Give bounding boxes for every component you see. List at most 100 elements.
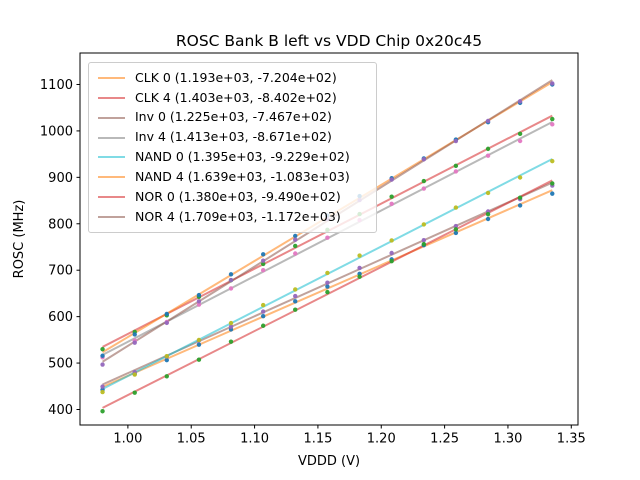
data-point-inv-4 bbox=[517, 138, 523, 144]
data-point-nand-4 bbox=[132, 332, 137, 337]
data-point-inv-0 bbox=[293, 293, 298, 299]
axis-tick-labels: 1.00 1.05 1.10 1.15 1.20 1.25 1.30 1.35 400 500 60… bbox=[40, 78, 586, 447]
legend-line-marker bbox=[98, 96, 125, 99]
data-point-nand-0 bbox=[485, 190, 491, 196]
data-point-inv-4 bbox=[389, 201, 394, 207]
data-point-clk-4 bbox=[389, 194, 394, 199]
data-point-inv-0 bbox=[453, 223, 459, 229]
data-point-nand-0 bbox=[550, 158, 555, 164]
data-point-nand-0 bbox=[260, 302, 266, 308]
data-point-nor-4 bbox=[260, 258, 266, 263]
legend-line-marker bbox=[98, 196, 125, 199]
legend-label: Inv 4 (1.413e+03, -8.671e+02) bbox=[135, 129, 332, 145]
data-point-inv-0 bbox=[100, 384, 105, 389]
data-point-nand-0 bbox=[132, 372, 137, 377]
plot-area-border bbox=[79, 52, 579, 426]
data-point-inv-4 bbox=[228, 286, 234, 291]
data-point-nand-4 bbox=[164, 311, 169, 317]
y-tick-label: 1000 bbox=[40, 124, 73, 139]
data-point-clk-0 bbox=[325, 284, 330, 289]
legend-label: NAND 4 (1.639e+03, -1.083e+03) bbox=[135, 169, 350, 185]
y-tick-label: 1100 bbox=[40, 78, 73, 93]
data-point-nand-0 bbox=[421, 222, 427, 227]
data-point-nor-4 bbox=[389, 177, 394, 182]
data-point-clk-0 bbox=[453, 230, 459, 236]
x-tick-label: 1.35 bbox=[557, 432, 586, 447]
legend-item-nand-0: NAND 0 (1.395e+03, -9.229e+02) bbox=[98, 151, 367, 164]
y-tick-label: 700 bbox=[48, 264, 73, 279]
y-tick-label: 400 bbox=[48, 403, 73, 418]
data-point-nor-4 bbox=[485, 118, 491, 124]
data-point-nand-0 bbox=[325, 270, 330, 276]
legend-line-marker bbox=[98, 116, 125, 119]
data-point-nor-0 bbox=[421, 241, 427, 247]
data-point-nor-0 bbox=[485, 211, 491, 217]
legend-label: Inv 0 (1.225e+03, -7.467e+02) bbox=[135, 109, 332, 125]
legend-item-nand-4: NAND 4 (1.639e+03, -1.083e+03) bbox=[98, 171, 367, 184]
data-point-nor-0 bbox=[325, 289, 330, 295]
data-point-clk-0 bbox=[550, 191, 555, 196]
x-tick-label: 1.25 bbox=[430, 432, 459, 447]
legend-item-inv-4: Inv 4 (1.413e+03, -8.671e+02) bbox=[98, 131, 367, 144]
legend-item-nor-0: NOR 0 (1.380e+03, -9.490e+02) bbox=[98, 190, 367, 204]
x-tick-label: 1.05 bbox=[177, 432, 206, 447]
data-point-inv-0 bbox=[389, 250, 394, 256]
data-point-inv-4 bbox=[293, 251, 298, 256]
scatter-points bbox=[100, 81, 555, 414]
data-point-inv-0 bbox=[228, 324, 234, 329]
legend-line-marker bbox=[98, 156, 125, 159]
data-point-inv-4 bbox=[421, 186, 427, 191]
data-point-nand-0 bbox=[453, 205, 459, 210]
data-point-inv-4 bbox=[325, 235, 330, 240]
data-point-nand-4 bbox=[196, 292, 202, 298]
legend-line-marker bbox=[98, 176, 125, 179]
data-point-clk-0 bbox=[260, 313, 266, 319]
data-point-nor-0 bbox=[164, 374, 169, 379]
legend-item-nor-4: NOR 4 (1.709e+03, -1.172e+03) bbox=[98, 210, 367, 224]
data-point-nor-0 bbox=[517, 195, 523, 200]
data-point-nand-0 bbox=[164, 353, 169, 359]
data-point-nor-0 bbox=[100, 409, 105, 414]
data-point-clk-4 bbox=[485, 146, 491, 152]
y-axis-label: ROSC (MHz) bbox=[12, 200, 27, 279]
data-point-nand-0 bbox=[389, 238, 394, 243]
data-point-nor-4 bbox=[453, 138, 459, 144]
y-tick-label: 800 bbox=[48, 217, 73, 232]
legend-label: NAND 0 (1.395e+03, -9.229e+02) bbox=[135, 149, 350, 165]
legend-item-inv-0: Inv 0 (1.225e+03, -7.467e+02) bbox=[98, 111, 367, 124]
data-point-inv-4 bbox=[550, 122, 555, 127]
chart-title: ROSC Bank B left vs VDD Chip 0x20c45 bbox=[176, 32, 482, 50]
data-point-clk-4 bbox=[550, 116, 555, 122]
x-tick-label: 1.10 bbox=[240, 432, 269, 447]
data-point-clk-0 bbox=[293, 299, 298, 304]
data-point-nand-4 bbox=[260, 252, 266, 257]
data-point-inv-0 bbox=[357, 265, 362, 271]
data-point-nor-0 bbox=[228, 339, 234, 344]
x-tick-label: 1.20 bbox=[367, 432, 396, 447]
legend-item-clk-0: CLK 0 (1.193e+03, -7.204e+02) bbox=[98, 69, 367, 85]
data-point-nor-4 bbox=[164, 320, 169, 326]
legend-line-marker bbox=[98, 216, 125, 219]
data-point-nor-0 bbox=[357, 274, 362, 279]
data-point-nor-0 bbox=[260, 323, 266, 328]
data-point-nor-0 bbox=[389, 258, 394, 264]
data-point-nor-0 bbox=[550, 181, 555, 186]
data-point-inv-4 bbox=[260, 268, 266, 273]
legend-item-clk-4: CLK 4 (1.403e+03, -8.402e+02) bbox=[98, 89, 367, 105]
legend-line-marker bbox=[98, 76, 125, 79]
legend-label: CLK 4 (1.403e+03, -8.402e+02) bbox=[135, 89, 337, 105]
data-point-nand-0 bbox=[293, 287, 298, 292]
data-point-clk-4 bbox=[517, 131, 523, 137]
data-point-inv-4 bbox=[196, 302, 202, 307]
legend-line-marker bbox=[98, 136, 125, 139]
legend-label: CLK 0 (1.193e+03, -7.204e+02) bbox=[135, 69, 337, 85]
y-tick-label: 500 bbox=[48, 357, 73, 372]
data-point-clk-0 bbox=[164, 357, 169, 363]
data-point-clk-4 bbox=[260, 261, 266, 267]
legend: CLK 0 (1.193e+03, -7.204e+02) CLK 4 (1.40… bbox=[88, 62, 377, 233]
x-tick-label: 1.30 bbox=[493, 432, 522, 447]
data-point-inv-4 bbox=[485, 153, 491, 158]
data-point-nor-4 bbox=[517, 99, 523, 104]
data-point-clk-4 bbox=[453, 163, 459, 169]
